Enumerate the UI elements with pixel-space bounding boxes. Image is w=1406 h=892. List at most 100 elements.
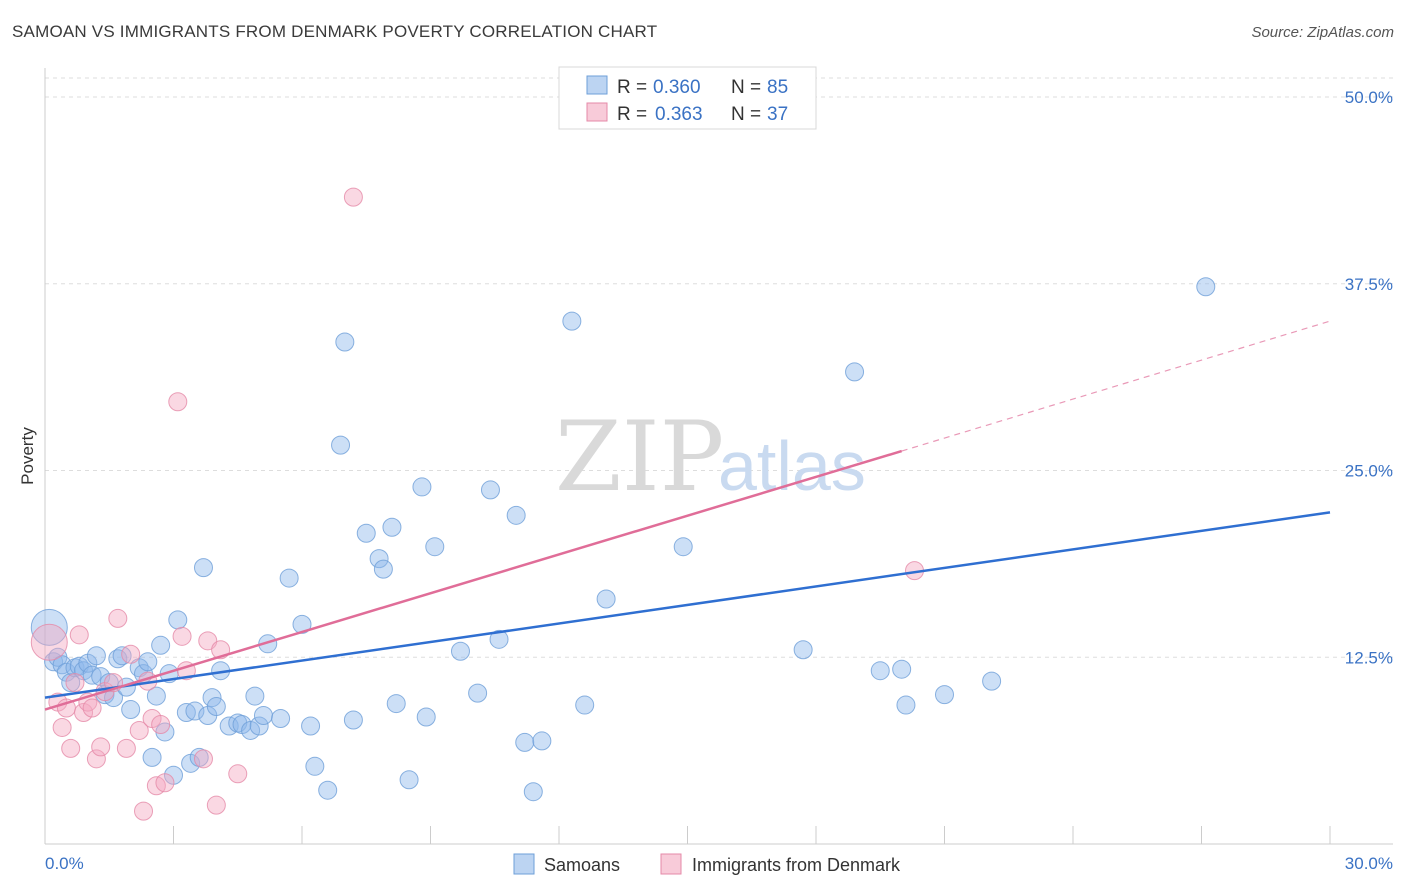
samoans-point bbox=[245, 686, 265, 706]
samoans-point bbox=[562, 311, 582, 331]
legend-n-label: N = bbox=[731, 104, 761, 125]
samoans-point bbox=[292, 614, 312, 634]
watermark-zip: ZIP bbox=[555, 401, 724, 513]
samoans-point bbox=[185, 701, 205, 721]
samoans-point bbox=[356, 523, 376, 543]
samoans-point bbox=[450, 641, 470, 661]
denmark-point bbox=[121, 644, 141, 664]
samoans-point bbox=[253, 706, 273, 726]
samoans-point bbox=[480, 480, 500, 500]
legend-r-value: 0.363 bbox=[655, 104, 703, 125]
watermark-atlas: atlas bbox=[718, 427, 866, 505]
y-tick-label: 12.5% bbox=[1345, 648, 1393, 667]
samoans-point bbox=[193, 558, 213, 578]
samoans-point bbox=[489, 629, 509, 649]
bottom-legend-samoans: Samoans bbox=[544, 855, 620, 875]
y-tick-label: 37.5% bbox=[1345, 275, 1393, 294]
y-tick-label: 50.0% bbox=[1345, 88, 1393, 107]
denmark-point bbox=[129, 720, 149, 740]
samoans-point bbox=[399, 770, 419, 790]
samoans-point bbox=[121, 700, 141, 720]
samoans-point bbox=[301, 716, 321, 736]
legend-n-label: N = bbox=[731, 77, 761, 98]
samoans-point bbox=[142, 747, 162, 767]
samoans-point bbox=[202, 688, 222, 708]
y-axis-title: Poverty bbox=[18, 427, 37, 485]
samoans-point bbox=[532, 731, 552, 751]
watermark: ZIP atlas bbox=[555, 401, 866, 513]
samoans-point bbox=[151, 635, 171, 655]
samoans-point bbox=[369, 549, 389, 569]
samoans-point bbox=[318, 780, 338, 800]
samoans-point bbox=[416, 707, 436, 727]
samoans-point bbox=[892, 659, 912, 679]
x-tick-label: 30.0% bbox=[1345, 854, 1393, 873]
samoans-point bbox=[1196, 277, 1216, 297]
denmark-point bbox=[206, 795, 226, 815]
samoans-point bbox=[386, 694, 406, 714]
samoans-point bbox=[343, 710, 363, 730]
samoans-point bbox=[845, 362, 865, 382]
samoans-point bbox=[870, 661, 890, 681]
denmark-point bbox=[116, 738, 136, 758]
denmark-point bbox=[65, 673, 85, 693]
legend-n-value: 85 bbox=[767, 77, 788, 98]
samoans-point bbox=[331, 435, 351, 455]
samoans-point bbox=[168, 610, 188, 630]
legend-swatch-samoans bbox=[586, 75, 608, 95]
samoans-point bbox=[575, 695, 595, 715]
samoans-point bbox=[335, 332, 355, 352]
samoans-trend-line bbox=[44, 511, 1331, 699]
samoans-point bbox=[793, 640, 813, 660]
legend-r-label: R = bbox=[617, 77, 647, 98]
denmark-point bbox=[155, 773, 175, 793]
denmark-point bbox=[193, 749, 213, 769]
samoans-point bbox=[249, 716, 269, 736]
samoans-point bbox=[596, 589, 616, 609]
samoans-point bbox=[271, 709, 291, 729]
samoans-point bbox=[30, 608, 68, 646]
denmark-point bbox=[134, 801, 154, 821]
legend: R = 0.360 N = 85 R = 0.363 N = 37 bbox=[558, 66, 817, 130]
samoans-point bbox=[86, 646, 106, 666]
samoans-point bbox=[468, 683, 488, 703]
chart-source: Source: ZipAtlas.com bbox=[1251, 24, 1394, 41]
denmark-trend-line bbox=[44, 449, 903, 711]
samoans-point bbox=[935, 685, 954, 705]
legend-r-label: R = bbox=[617, 104, 647, 125]
denmark-point bbox=[91, 737, 111, 757]
samoans-point bbox=[412, 477, 432, 497]
samoans-point bbox=[382, 517, 402, 537]
samoans-point bbox=[523, 782, 543, 802]
samoans-point bbox=[506, 505, 526, 525]
y-tick-label: 25.0% bbox=[1345, 462, 1393, 481]
axes bbox=[44, 68, 1393, 845]
trend-lines bbox=[44, 320, 1331, 711]
denmark-point bbox=[343, 187, 363, 207]
legend-r-value: 0.360 bbox=[653, 77, 701, 98]
bottom-legend-swatch-samoans bbox=[513, 853, 535, 875]
y-tick-labels: 12.5% 25.0% 37.5% 50.0% bbox=[1345, 88, 1393, 667]
x-tick-labels: 0.0% 30.0% bbox=[45, 854, 1393, 873]
samoans-point bbox=[373, 559, 393, 579]
denmark-point bbox=[108, 608, 128, 628]
denmark-point bbox=[86, 749, 106, 769]
samoans-point bbox=[279, 568, 299, 588]
denmark-point bbox=[172, 626, 192, 646]
denmark-point bbox=[82, 698, 102, 718]
samoans-point bbox=[138, 652, 158, 672]
samoans-point bbox=[515, 732, 535, 752]
denmark-point bbox=[52, 717, 72, 737]
samoans-point bbox=[61, 673, 81, 693]
denmark-point bbox=[30, 623, 68, 661]
samoans-point bbox=[241, 720, 261, 740]
denmark-point bbox=[74, 703, 94, 723]
chart-title: SAMOAN VS IMMIGRANTS FROM DENMARK POVERT… bbox=[12, 22, 658, 41]
x-tick-label: 0.0% bbox=[45, 854, 84, 873]
samoans-point bbox=[206, 697, 226, 717]
denmark-point bbox=[61, 738, 81, 758]
bottom-legend-swatch-denmark bbox=[660, 853, 682, 875]
samoans-point bbox=[305, 756, 325, 776]
samoans-point bbox=[896, 695, 916, 715]
